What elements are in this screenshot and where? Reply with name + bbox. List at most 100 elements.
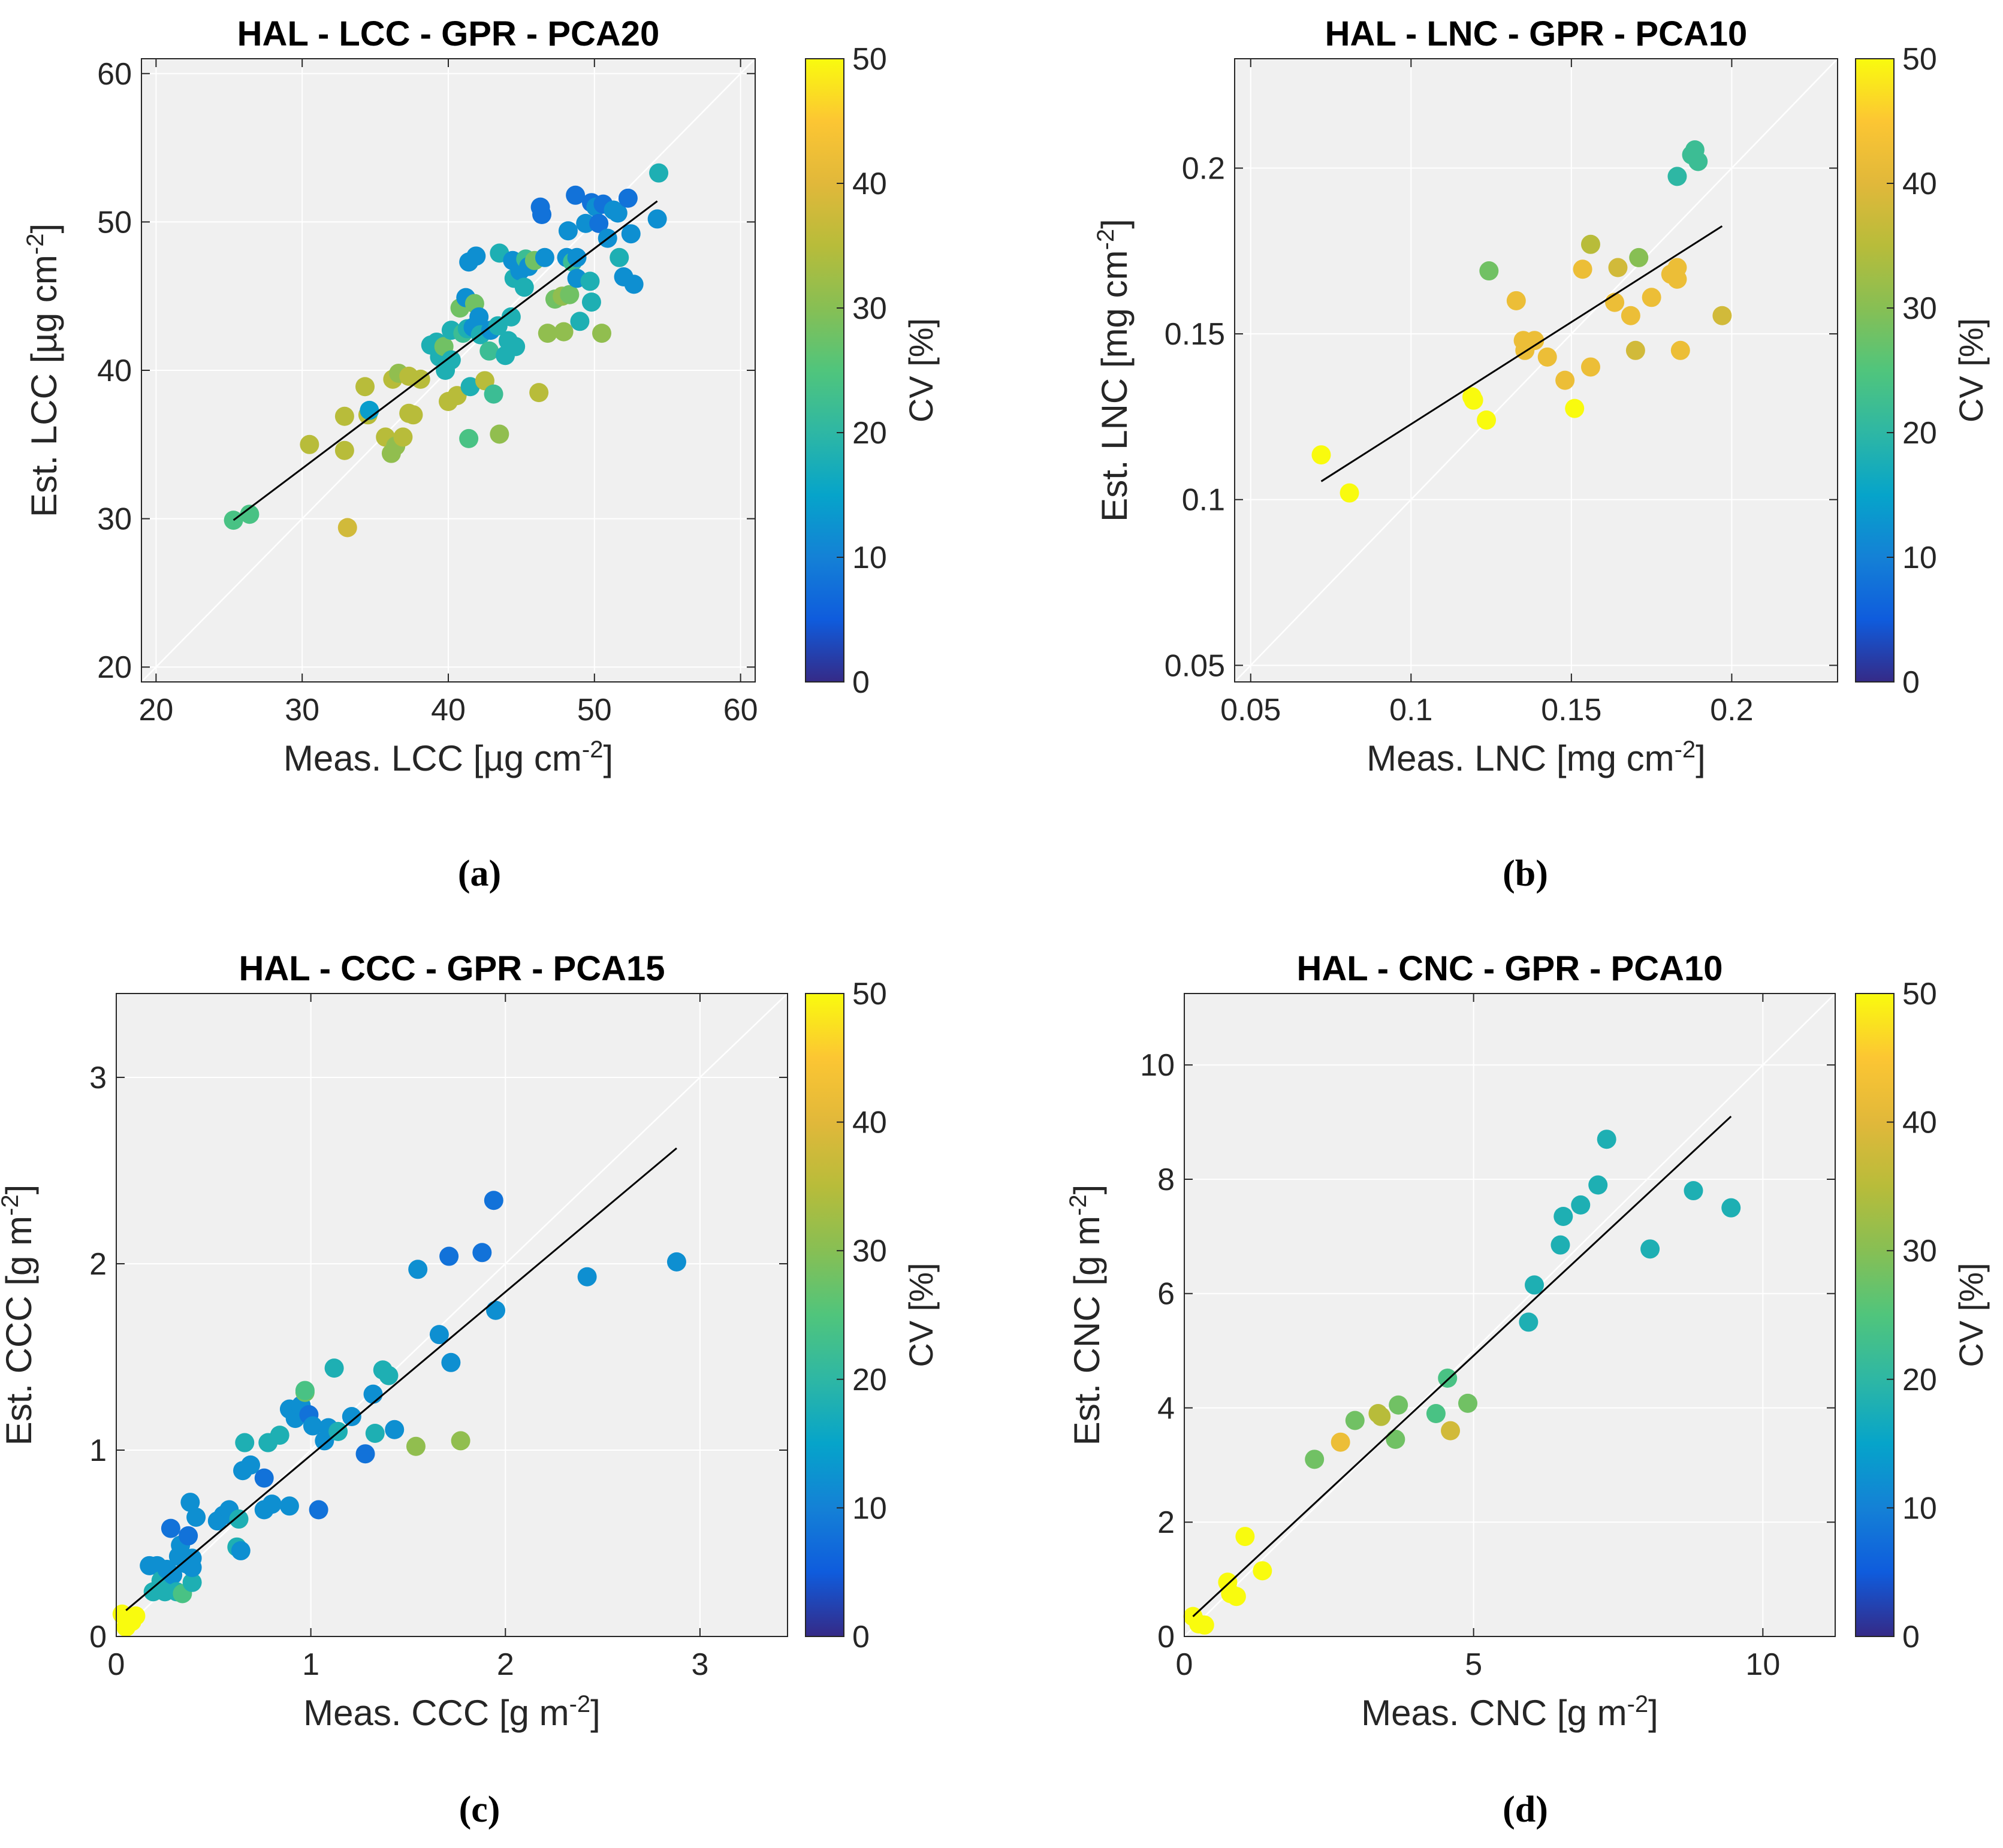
one-to-one-line — [1184, 993, 1836, 1637]
x-tick-label-2: 40 — [431, 693, 466, 727]
x-axis-label-main: Meas. CNC [g m — [1361, 1693, 1627, 1733]
data-point-23 — [186, 1507, 206, 1527]
data-point-7 — [1253, 1561, 1272, 1581]
data-point-70 — [566, 185, 586, 205]
data-point-37 — [466, 246, 486, 266]
x-tick-label-0: 0.05 — [1220, 693, 1281, 727]
y-axis-label: Est. LNC [mg cm-2] — [1093, 219, 1135, 522]
data-point-74 — [576, 213, 596, 233]
data-point-68 — [666, 1252, 686, 1272]
scatter-points — [224, 163, 669, 538]
data-point-4 — [126, 1606, 146, 1626]
x-axis-label: Meas. LNC [mg cm-2] — [1366, 736, 1706, 778]
colorbar: 0 10 20 30 40 50 CV [%] — [805, 42, 940, 700]
colorbar-gradient — [1855, 993, 1895, 1637]
data-point-9 — [1525, 331, 1545, 351]
data-point-22 — [1553, 1206, 1573, 1226]
data-point-43 — [484, 384, 503, 404]
y-tick-label-2: 40 — [97, 354, 132, 388]
y-axis-label-superscript: -2 — [1065, 1194, 1091, 1216]
data-point-1 — [240, 505, 260, 524]
colorbar-tick-label-5: 50 — [852, 977, 887, 1011]
x-axis-label-close: ] — [1696, 738, 1706, 778]
data-point-14 — [1389, 1395, 1408, 1415]
data-point-52 — [355, 1444, 375, 1464]
x-tick-label-0: 0 — [108, 1647, 125, 1682]
data-point-21 — [1642, 288, 1661, 307]
data-point-61 — [439, 1246, 459, 1266]
data-point-6 — [1235, 1527, 1255, 1547]
data-point-66 — [486, 1300, 506, 1320]
data-point-45 — [490, 424, 509, 444]
colorbar-tick-label-1: 10 — [852, 540, 887, 575]
y-axis-label-main: Est. CCC [g m — [0, 1216, 39, 1445]
data-point-12 — [163, 1565, 183, 1585]
data-point-62 — [538, 324, 557, 343]
x-axis-label-superscript: -2 — [582, 736, 604, 763]
panel-title: HAL - LCC - GPR - PCA20 — [237, 14, 660, 53]
colorbar-tick-label-1: 10 — [852, 1491, 887, 1526]
y-axis-label-close: ] — [24, 224, 64, 234]
data-point-61 — [535, 247, 554, 267]
data-point-15 — [1580, 234, 1600, 254]
colorbar-tick-label-2: 20 — [852, 416, 887, 451]
x-tick-label-2: 2 — [497, 1647, 514, 1682]
data-point-4 — [1477, 410, 1497, 430]
x-tick-label-1: 30 — [285, 693, 319, 727]
data-point-91 — [649, 163, 669, 183]
data-point-29 — [231, 1541, 251, 1560]
data-point-31 — [235, 1433, 255, 1453]
colorbar-tick-label-1: 10 — [1902, 540, 1937, 575]
data-point-22 — [182, 1548, 202, 1568]
data-point-75 — [580, 271, 600, 291]
y-tick-label-4: 8 — [1157, 1162, 1175, 1197]
regression-line — [125, 1147, 677, 1611]
y-tick-label-1: 30 — [97, 502, 132, 537]
data-point-32 — [241, 1455, 260, 1475]
y-axis-label: Est. LCC [µg cm-2] — [22, 224, 64, 517]
data-point-5 — [1479, 261, 1499, 281]
colorbar-gradient — [805, 993, 844, 1637]
data-point-59 — [408, 1260, 428, 1279]
x-axis-label: Meas. LCC [µg cm-2] — [283, 736, 613, 778]
y-tick-label-0: 0.05 — [1165, 648, 1225, 683]
x-axis-label-main: Meas. CCC [g m — [303, 1693, 569, 1733]
data-point-67 — [558, 221, 578, 241]
x-tick-label-2: 10 — [1745, 1647, 1780, 1682]
data-point-49 — [501, 307, 521, 327]
data-point-89 — [624, 274, 644, 294]
y-tick-label-1: 0.1 — [1182, 483, 1225, 518]
data-point-24 — [1667, 269, 1687, 289]
x-axis-label: Meas. CCC [g m-2] — [303, 1691, 601, 1733]
scatter-points — [1183, 1130, 1741, 1635]
data-point-12 — [1371, 1406, 1391, 1426]
x-axis-label: Meas. CNC [g m-2] — [1361, 1691, 1658, 1733]
colorbar-tick-label-5: 50 — [852, 42, 887, 77]
data-point-2 — [300, 434, 319, 454]
data-point-18 — [179, 1526, 198, 1546]
y-tick-label-3: 3 — [89, 1061, 107, 1095]
data-point-20 — [1525, 1275, 1545, 1295]
data-point-56 — [379, 1366, 399, 1385]
data-point-52 — [506, 337, 526, 357]
data-point-17 — [1608, 258, 1628, 277]
panel-title: HAL - CCC - GPR - PCA15 — [239, 949, 665, 988]
colorbar-label: CV [%] — [902, 1263, 940, 1367]
y-axis-label-close: ] — [1067, 1185, 1107, 1195]
x-axis-label-main: Meas. LNC [mg cm — [1366, 738, 1674, 778]
colorbar: 0 10 20 30 40 50 CV [%] — [1855, 977, 1990, 1654]
data-point-33 — [254, 1468, 274, 1488]
data-point-41 — [479, 341, 499, 361]
regression-line — [1192, 1115, 1732, 1617]
data-point-6 — [355, 377, 375, 397]
data-point-65 — [484, 1191, 503, 1210]
data-point-10 — [1537, 347, 1557, 367]
tick-marks — [116, 994, 788, 1637]
x-tick-label-1: 5 — [1465, 1647, 1482, 1682]
data-point-19 — [180, 1493, 200, 1512]
data-point-84 — [608, 203, 628, 223]
data-point-25 — [1597, 1130, 1616, 1149]
colorbar-tick-label-4: 40 — [852, 1106, 887, 1140]
data-point-54 — [365, 1423, 385, 1443]
